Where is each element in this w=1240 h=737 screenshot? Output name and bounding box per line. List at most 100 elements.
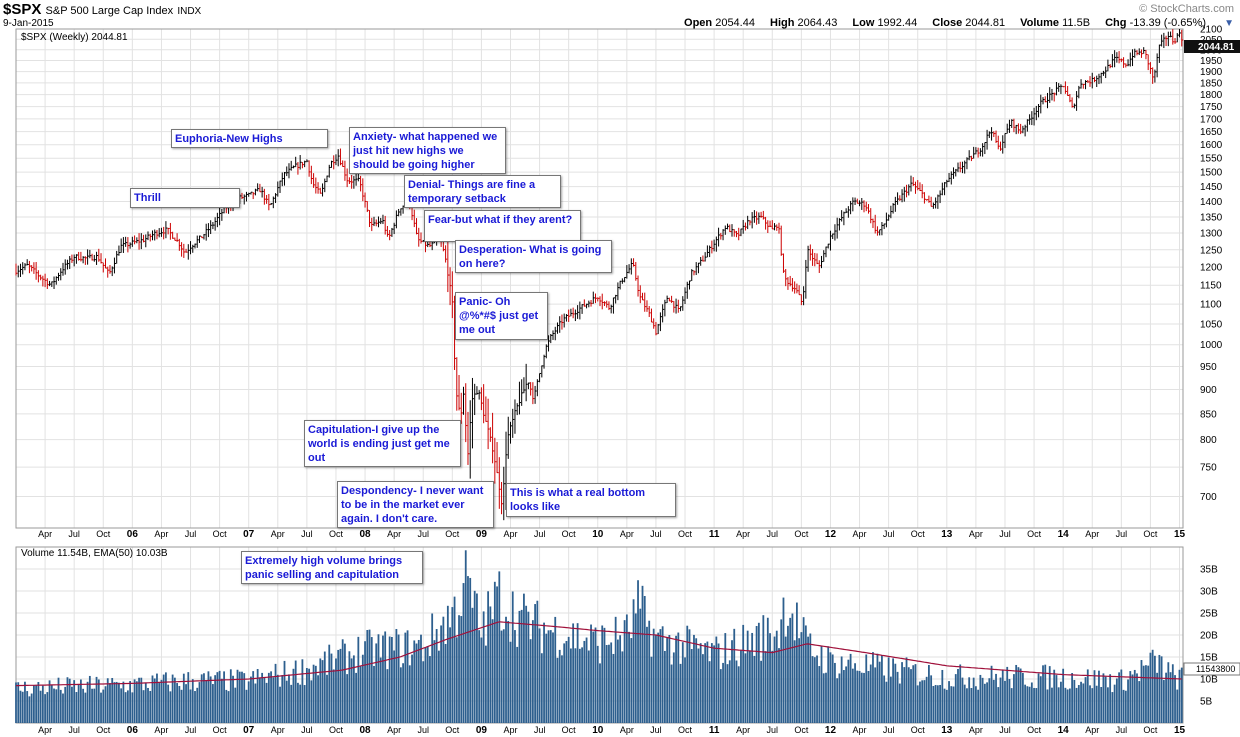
volume-bar: [53, 688, 55, 723]
volume-x-tick-label: Apr: [969, 725, 983, 735]
volume-bar: [346, 674, 349, 723]
volume-x-tick-label: Apr: [271, 725, 285, 735]
volume-bar: [350, 658, 353, 723]
volume-bar: [1178, 669, 1181, 723]
volume-x-tick-label: Oct: [213, 725, 228, 735]
volume-bar: [986, 682, 988, 723]
price-x-tick-label: Apr: [154, 529, 168, 539]
volume-bar: [954, 674, 957, 723]
price-x-tick-label: Apr: [271, 529, 285, 539]
volume-bar: [702, 654, 704, 723]
price-y-tick-label: 700: [1200, 492, 1217, 503]
volume-bar: [755, 626, 758, 723]
volume-bar: [1133, 669, 1136, 723]
price-y-tick-label: 1950: [1200, 56, 1223, 67]
volume-bar: [55, 689, 58, 723]
volume-bar: [391, 636, 393, 723]
volume-bar: [1015, 664, 1018, 723]
volume-bar: [762, 615, 765, 723]
volume-bar: [232, 675, 234, 723]
volume-bar: [847, 659, 850, 723]
volume-bar: [1091, 688, 1094, 723]
volume-y-tick-label: 25B: [1200, 609, 1218, 620]
volume-bar: [312, 664, 315, 723]
volume-bar: [628, 631, 630, 723]
volume-x-tick-label: 13: [941, 725, 953, 736]
volume-bar: [856, 670, 859, 723]
price-x-tick-label: Apr: [736, 529, 750, 539]
volume-bar: [578, 648, 581, 723]
volume-bar: [663, 650, 666, 723]
volume-bar: [881, 655, 883, 723]
price-x-tick-label: Oct: [911, 529, 926, 539]
volume-bar: [133, 679, 136, 723]
volume-bar: [1030, 682, 1033, 723]
volume-bar: [614, 616, 617, 723]
volume-bar: [408, 665, 411, 723]
price-x-tick-label: 10: [592, 529, 604, 540]
volume-bar: [26, 691, 29, 723]
volume-bar: [865, 654, 868, 723]
price-y-tick-label: 1000: [1200, 340, 1223, 351]
volume-bar: [1001, 669, 1004, 723]
volume-y-tick-label: 35B: [1200, 565, 1218, 576]
volume-x-tick-label: Apr: [503, 725, 517, 735]
volume-bar: [1044, 664, 1047, 723]
volume-x-tick-label: Oct: [678, 725, 693, 735]
volume-legend: Volume 11.54B, EMA(50) 10.03B: [21, 548, 168, 559]
volume-bar: [925, 676, 928, 723]
volume-bar: [1142, 665, 1145, 723]
volume-bar: [795, 602, 798, 723]
volume-bar: [478, 630, 481, 723]
volume-x-tick-label: Apr: [154, 725, 168, 735]
price-y-tick-label: 850: [1200, 409, 1217, 420]
volume-bar: [180, 689, 183, 723]
price-x-tick-label: 07: [243, 529, 255, 540]
note-euphoria: Euphoria-New Highs: [171, 129, 328, 148]
volume-bar: [549, 630, 552, 723]
volume-bar: [79, 679, 82, 723]
volume-bar: [505, 616, 507, 723]
volume-bar: [511, 591, 514, 723]
volume-bar: [854, 663, 856, 723]
volume-bar: [903, 667, 906, 723]
volume-bar: [921, 680, 924, 723]
volume-bar: [1037, 673, 1040, 723]
volume-bar: [352, 655, 355, 723]
volume-x-tick-label: Apr: [387, 725, 401, 735]
volume-bar: [592, 631, 595, 723]
volume-bar: [981, 677, 984, 723]
volume-bar: [697, 648, 700, 723]
volume-bar: [420, 634, 422, 723]
volume-bar: [120, 688, 123, 723]
volume-bar: [771, 650, 774, 723]
volume-bar: [449, 627, 451, 723]
volume-bar: [1055, 675, 1058, 723]
price-x-tick-label: Oct: [794, 529, 809, 539]
exchange: INDX: [177, 6, 202, 17]
volume-bar: [433, 640, 436, 723]
volume-bar: [992, 679, 995, 723]
volume-bar: [798, 638, 801, 723]
volume-y-tick-label: 10B: [1200, 675, 1218, 686]
volume-bar: [198, 682, 201, 723]
volume-bar: [321, 660, 324, 723]
volume-bar: [869, 664, 872, 723]
volume-bar: [341, 639, 344, 723]
price-x-tick-label: Apr: [853, 529, 867, 539]
volume-bar: [187, 672, 190, 723]
volume-bar: [35, 685, 38, 723]
volume-bar: [151, 675, 154, 723]
volume-x-tick-label: Oct: [562, 725, 577, 735]
volume-bar: [639, 608, 642, 723]
price-x-tick-label: 14: [1058, 529, 1070, 540]
volume-x-tick-label: Oct: [1143, 725, 1158, 735]
volume-bar: [218, 670, 221, 723]
price-y-tick-label: 1250: [1200, 245, 1223, 256]
dropdown-arrow-icon[interactable]: ▼: [1224, 18, 1234, 29]
volume-bar: [19, 690, 22, 723]
volume-bar: [1017, 667, 1020, 723]
volume-bar: [1086, 669, 1089, 723]
volume-bar: [545, 633, 548, 723]
